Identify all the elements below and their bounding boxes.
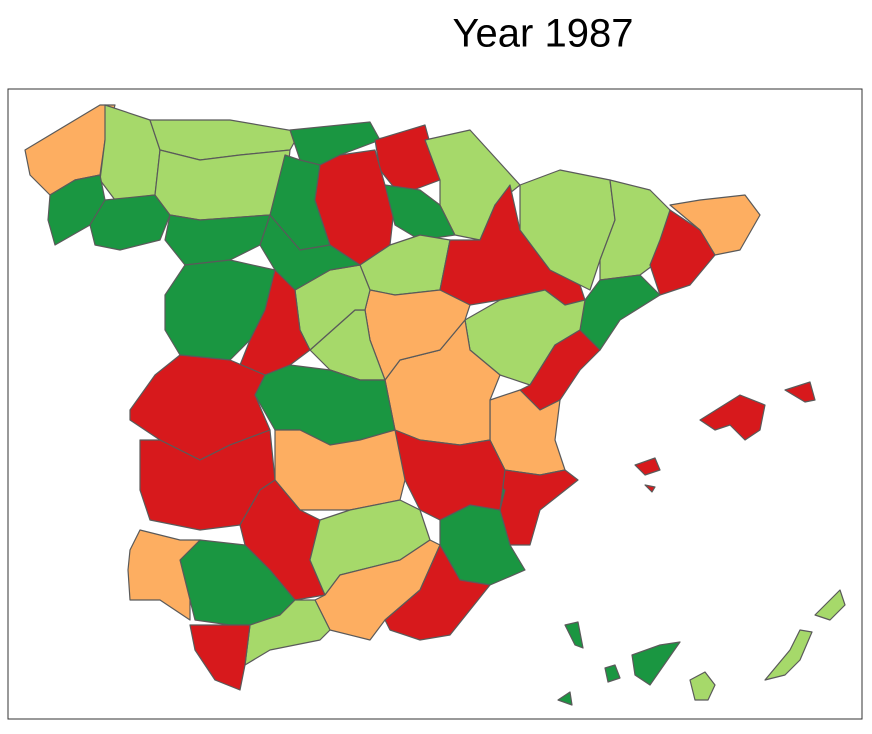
province <box>579 274 661 351</box>
island <box>764 629 813 681</box>
province <box>239 269 311 376</box>
island <box>814 589 846 621</box>
island <box>784 381 816 403</box>
province <box>259 214 361 291</box>
map-frame <box>7 88 863 720</box>
province <box>154 149 291 221</box>
province <box>129 354 271 461</box>
province <box>164 214 271 266</box>
province <box>394 429 506 521</box>
province <box>384 544 491 641</box>
province <box>314 149 396 266</box>
province <box>189 624 251 691</box>
island <box>557 691 573 706</box>
island <box>634 457 661 476</box>
province <box>99 104 161 201</box>
province <box>649 209 716 296</box>
province <box>89 194 171 251</box>
island <box>689 671 716 701</box>
map-title: Year 1987 <box>453 12 634 56</box>
island <box>631 641 681 686</box>
island <box>564 621 584 649</box>
island <box>604 664 621 683</box>
provinces <box>24 104 846 706</box>
island <box>699 394 766 441</box>
province <box>127 529 201 621</box>
province <box>519 169 616 291</box>
island <box>644 484 656 493</box>
province <box>499 469 579 546</box>
province <box>244 599 331 666</box>
